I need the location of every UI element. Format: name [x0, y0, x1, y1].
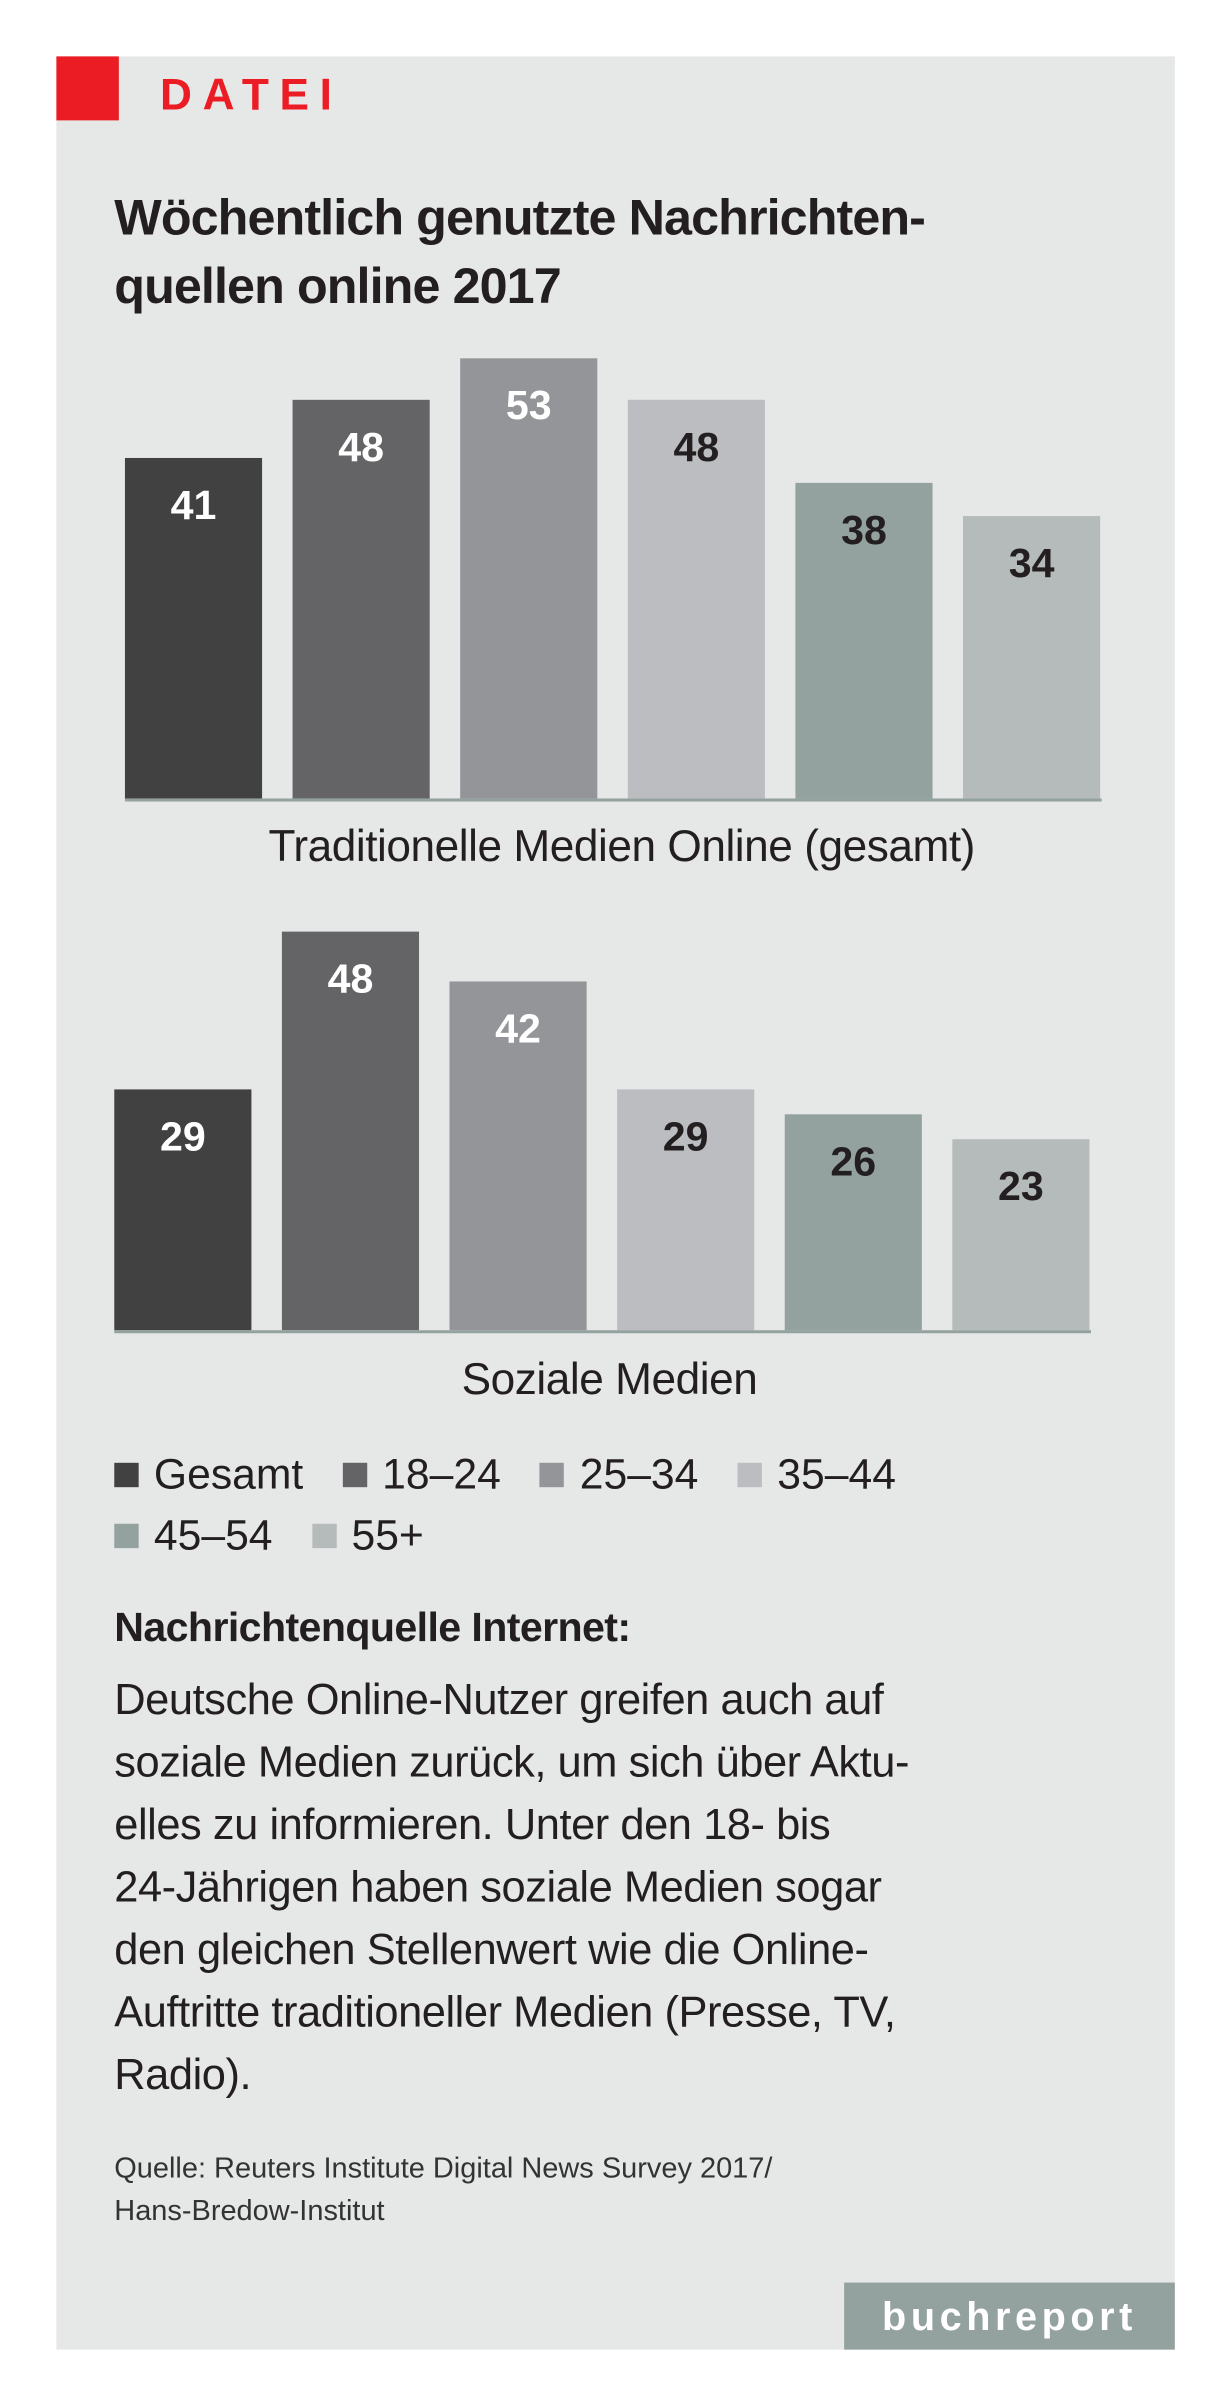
source-line: Hans-Bredow-Institut: [114, 2195, 385, 2228]
chart-social-media: 29 48 42 29 26 23: [114, 931, 1092, 1334]
legend: Gesamt 18–24 25–34 35–44 45–54 55+: [114, 1445, 923, 1567]
data-label: 23: [998, 1163, 1044, 1209]
bar-25–34: [449, 981, 587, 1331]
chart-title: Wöchentlich genutzte Nachrichten- quelle…: [114, 183, 1150, 320]
body-line: 24-Jährigen haben soziale Medien sogar: [114, 1863, 882, 1913]
data-label: 48: [673, 424, 719, 470]
chart-traditional-media: 41 48 53 48 38 34: [124, 358, 1102, 802]
data-label: 48: [338, 424, 384, 470]
data-label: 48: [328, 956, 374, 1002]
legend-swatch: [540, 1462, 565, 1487]
data-label: 29: [160, 1113, 206, 1159]
title-line: quellen online 2017: [114, 257, 561, 314]
chart-label-traditional: Traditionelle Medien Online (gesamt): [268, 822, 975, 872]
bar-45–54: [795, 482, 933, 799]
bar-25–34: [460, 358, 598, 799]
legend-label: Gesamt: [153, 1450, 304, 1498]
source-line: Quelle: Reuters Institute Digital News S…: [114, 2153, 773, 2186]
bar-18–24: [281, 931, 420, 1331]
legend-item: 45–54: [114, 1505, 273, 1566]
bar-18–24: [292, 399, 430, 799]
bar-45–54: [784, 1114, 922, 1331]
legend-swatch: [342, 1462, 367, 1487]
data-label: 41: [171, 482, 217, 528]
body-line: Auftritte traditioneller Medien (Presse,…: [114, 1988, 896, 2038]
chart-label-social: Soziale Medien: [461, 1356, 758, 1405]
legend-item: 35–44: [737, 1445, 896, 1506]
legend-label: 45–54: [153, 1511, 273, 1559]
body-line: den gleichen Stellenwert wie die Online-: [114, 1926, 869, 1975]
data-label: 42: [495, 1005, 541, 1051]
legend-swatch: [114, 1523, 139, 1548]
data-label: 34: [1009, 540, 1055, 586]
bar-35–44: [617, 1089, 755, 1331]
bar-55+: [952, 1139, 1090, 1331]
data-label: 26: [830, 1138, 876, 1184]
legend-label: 25–34: [579, 1450, 699, 1498]
data-label: 38: [841, 507, 887, 553]
legend-label: 35–44: [777, 1450, 896, 1498]
body-line: elles zu informieren. Unter den 18- bis: [114, 1801, 831, 1850]
bar-35–44: [627, 399, 765, 799]
brand-logo: buchreport: [844, 2282, 1175, 2350]
body-line: soziale Medien zurück, um sich über Aktu…: [114, 1738, 909, 1788]
data-label: 29: [663, 1113, 709, 1159]
legend-swatch: [114, 1462, 139, 1487]
legend-item: 18–24: [342, 1445, 501, 1506]
legend-item: 55+: [311, 1505, 424, 1566]
body-text: Deutsche Online-Nutzer greifen auch auf …: [114, 1670, 1150, 2107]
kicker: DATEI: [159, 71, 343, 121]
legend-swatch: [737, 1462, 763, 1487]
title-line: Wöchentlich genutzte Nachrichten-: [114, 188, 926, 246]
bar-55+: [963, 516, 1101, 799]
body-line: Deutsche Online-Nutzer greifen auch auf: [114, 1676, 884, 1725]
red-marker: [56, 56, 119, 121]
subheading: Nachrichtenquelle Internet:: [114, 1604, 631, 1651]
body-line: Radio).: [114, 2050, 252, 2100]
legend-label: 18–24: [382, 1450, 501, 1498]
bar-Gesamt: [114, 1089, 252, 1331]
legend-item: 25–34: [540, 1445, 698, 1506]
data-label: 53: [506, 382, 552, 428]
source-note: Quelle: Reuters Institute Digital News S…: [114, 2148, 772, 2233]
legend-item: Gesamt: [114, 1445, 303, 1506]
legend-label: 55+: [351, 1511, 424, 1559]
bar-Gesamt: [124, 457, 263, 799]
legend-swatch: [311, 1523, 337, 1548]
